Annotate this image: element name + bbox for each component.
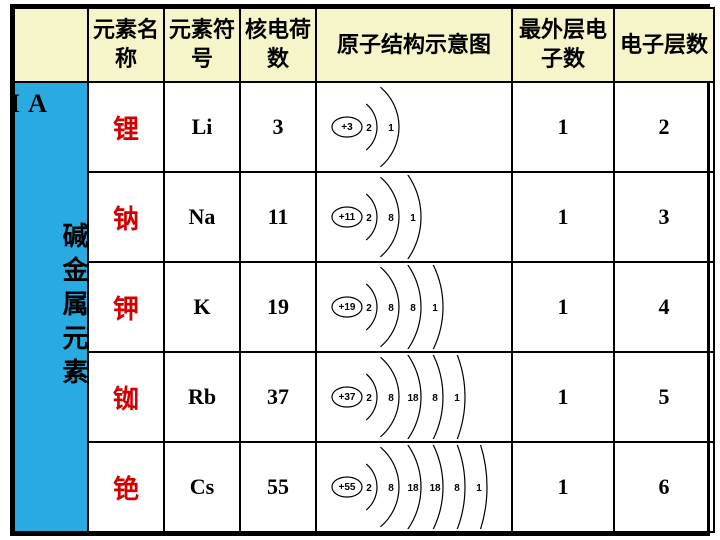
svg-text:8: 8: [432, 393, 438, 404]
table-row: 钠Na11+1128113: [14, 172, 714, 262]
atom-diagram: +55 2 8 18 18 8 1: [319, 445, 509, 529]
header-row: 元素名称 元素符号 核电荷数 原子结构示意图 最外层电子数 电子层数: [14, 8, 714, 82]
nuclear-charge: 37: [240, 352, 316, 442]
element-name: 钠: [88, 172, 164, 262]
atom-diagram-cell: +55 2 8 18 18 8 1: [316, 442, 512, 532]
svg-text:18: 18: [429, 483, 441, 494]
header-symbol: 元素符号: [164, 8, 240, 82]
atom-diagram: +37281881: [319, 355, 509, 439]
atom-diagram-cell: +3 2 1: [316, 82, 512, 172]
svg-text:1: 1: [388, 123, 394, 134]
electron-shells: 4: [614, 262, 714, 352]
element-name: 铷: [88, 352, 164, 442]
svg-text:2: 2: [366, 123, 372, 134]
header-name: 元素名称: [88, 8, 164, 82]
svg-text:8: 8: [388, 213, 394, 224]
element-symbol: Na: [164, 172, 240, 262]
atom-diagram-cell: +19 2 8 8 1: [316, 262, 512, 352]
element-name: 钾: [88, 262, 164, 352]
svg-text:2: 2: [366, 483, 372, 494]
nuclear-charge: 11: [240, 172, 316, 262]
svg-text:18: 18: [407, 393, 419, 404]
svg-text:+19: +19: [339, 302, 356, 313]
atom-diagram-cell: +11 2 8 1: [316, 172, 512, 262]
nuclear-charge: 3: [240, 82, 316, 172]
element-symbol: Rb: [164, 352, 240, 442]
nuclear-charge: 19: [240, 262, 316, 352]
header-shells: 电子层数: [614, 8, 714, 82]
svg-text:8: 8: [388, 483, 394, 494]
svg-text:1: 1: [432, 303, 438, 314]
element-name: 铯: [88, 442, 164, 532]
svg-text:2: 2: [366, 303, 372, 314]
svg-text:2: 2: [366, 393, 372, 404]
svg-text:2: 2: [366, 213, 372, 224]
svg-text:8: 8: [388, 303, 394, 314]
atom-diagram: +11 2 8 1: [319, 175, 509, 259]
svg-text:+37: +37: [339, 392, 356, 403]
outer-electrons: 1: [512, 82, 614, 172]
svg-text:1: 1: [410, 213, 416, 224]
table-body: 碱金属元素IA锂Li3+32112钠Na11+1128113钾K19+19288…: [14, 82, 714, 532]
svg-text:8: 8: [388, 393, 394, 404]
atom-diagram: +3 2 1: [319, 85, 509, 169]
header-outer: 最外层电子数: [512, 8, 614, 82]
svg-text:+11: +11: [339, 212, 356, 223]
outer-electrons: 1: [512, 352, 614, 442]
svg-text:+55: +55: [339, 482, 356, 493]
svg-text:18: 18: [407, 483, 419, 494]
electron-shells: 5: [614, 352, 714, 442]
svg-text:8: 8: [454, 483, 460, 494]
table-row: 铯Cs55+552818188116: [14, 442, 714, 532]
group-label-cell: 碱金属元素IA: [14, 82, 88, 532]
svg-text:+3: +3: [341, 122, 353, 133]
atom-diagram: +19 2 8 8 1: [319, 265, 509, 349]
atom-diagram-cell: +37281881: [316, 352, 512, 442]
elements-table: 元素名称 元素符号 核电荷数 原子结构示意图 最外层电子数 电子层数 碱金属元素…: [13, 7, 715, 533]
svg-text:8: 8: [410, 303, 416, 314]
element-symbol: Cs: [164, 442, 240, 532]
electron-shells: 3: [614, 172, 714, 262]
electron-shells: 2: [614, 82, 714, 172]
periodic-group-table: 元素名称 元素符号 核电荷数 原子结构示意图 最外层电子数 电子层数 碱金属元素…: [10, 4, 710, 536]
element-symbol: Li: [164, 82, 240, 172]
element-symbol: K: [164, 262, 240, 352]
outer-electrons: 1: [512, 262, 614, 352]
outer-electrons: 1: [512, 172, 614, 262]
group-label: 碱金属元素: [59, 222, 88, 392]
header-diagram: 原子结构示意图: [316, 8, 512, 82]
table-row: 钾K19+19288114: [14, 262, 714, 352]
svg-text:1: 1: [476, 483, 482, 494]
electron-shells: 6: [614, 442, 714, 532]
outer-electrons: 1: [512, 442, 614, 532]
header-nuclear: 核电荷数: [240, 8, 316, 82]
header-corner: [14, 8, 88, 82]
table-row: 碱金属元素IA锂Li3+32112: [14, 82, 714, 172]
table-row: 铷Rb37+3728188115: [14, 352, 714, 442]
nuclear-charge: 55: [240, 442, 316, 532]
element-name: 锂: [88, 82, 164, 172]
group-suffix: IA: [10, 89, 55, 119]
svg-text:1: 1: [454, 393, 460, 404]
